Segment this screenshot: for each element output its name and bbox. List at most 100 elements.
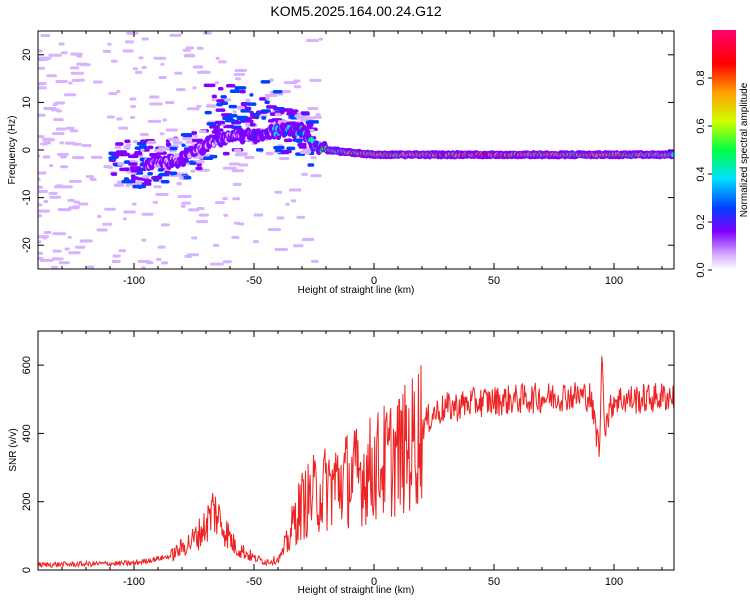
- spectrogram-cell: [110, 172, 118, 176]
- spectrogram-cell: [77, 78, 85, 82]
- spectrogram-cell: [38, 57, 49, 61]
- spectrogram-cell: [121, 179, 134, 184]
- spectrogram-cell: [38, 154, 41, 158]
- spectrogram-cell: [280, 149, 292, 154]
- spectrogram-cell: [195, 166, 203, 171]
- spectrogram-cell: [160, 223, 170, 227]
- y-tick-label: 0: [21, 147, 33, 153]
- spectrogram-cell: [147, 145, 154, 150]
- spectrogram-cell: [233, 148, 242, 153]
- spectrogram-cell: [132, 67, 139, 71]
- spectrogram-cell: [283, 130, 288, 137]
- colorbar-tick-label: 0.2: [695, 214, 707, 229]
- spectrogram-cell: [216, 99, 225, 103]
- spectrogram-cell: [222, 166, 237, 170]
- spectrogram-x-label: Height of straight line (km): [298, 285, 415, 296]
- spectrogram-cell: [38, 86, 47, 90]
- spectrogram-cell: [227, 113, 238, 118]
- y-tick-label: -20: [21, 237, 33, 253]
- spectrogram-cell: [253, 213, 264, 217]
- spectrogram-cell: [38, 251, 44, 255]
- y-tick-label: 400: [21, 424, 33, 442]
- x-tick-label: 50: [488, 275, 500, 287]
- spectrogram-cell: [141, 37, 149, 41]
- spectrogram-cell: [162, 118, 168, 122]
- spectrogram-cell: [142, 174, 150, 179]
- spectrogram-cell: [38, 171, 47, 175]
- spectrogram-cell: [118, 152, 130, 157]
- colorbar-tick-label: 0.0: [695, 262, 707, 277]
- x-tick-label: -50: [246, 275, 262, 287]
- spectrogram-cell: [129, 97, 137, 101]
- y-tick-label: 200: [21, 493, 33, 511]
- spectrogram-cell: [283, 138, 293, 143]
- spectrogram-cell: [239, 89, 246, 94]
- spectrogram-cell: [185, 140, 194, 144]
- spectrogram-cell: [251, 115, 258, 119]
- spectrogram-cell: [149, 152, 161, 157]
- spectrogram-cell: [312, 115, 322, 119]
- spectrogram-cell: [133, 139, 138, 144]
- spectrogram-cell: [104, 207, 116, 211]
- spectrogram-cell: [185, 46, 195, 50]
- spectrogram-cell: [228, 104, 238, 109]
- spectrogram-cell: [285, 202, 290, 206]
- spectrogram-cell: [122, 217, 127, 221]
- spectrogram-cell: [113, 183, 125, 188]
- spectrogram-cell: [158, 76, 167, 80]
- spectrogram-cell: [130, 174, 136, 178]
- spectrogram-cell: [72, 142, 82, 146]
- spectrogram-cell: [64, 247, 70, 251]
- spectrogram-cell: [152, 200, 159, 204]
- spectrogram-cell: [76, 54, 83, 58]
- spectrogram-cell: [74, 245, 86, 249]
- x-tick-label: -100: [123, 275, 145, 287]
- spectrogram-cell: [191, 236, 198, 240]
- spectrogram-cell: [235, 77, 241, 81]
- spectrogram-cell: [234, 86, 247, 90]
- spectrogram-cell: [108, 165, 113, 169]
- spectrogram-cell: [134, 152, 143, 156]
- spectrogram-cell: [86, 265, 95, 269]
- spectrogram-cell: [69, 179, 82, 183]
- colorbar: 0.0 0.2 0.4 0.6 0.8 Normalized spectral ampl…: [695, 30, 750, 278]
- spectrogram-cell: [49, 195, 62, 199]
- colorbar-label: Normalized spectral amplitude: [739, 82, 750, 217]
- spectrogram-cell: [153, 56, 167, 60]
- spectrogram-cell: [155, 257, 162, 261]
- spectrogram-cell: [147, 171, 153, 176]
- spectrogram-cell: [160, 62, 165, 66]
- spectrogram-cell: [204, 110, 212, 115]
- spectrogram-cell: [203, 83, 216, 88]
- spectrogram-cell: [211, 94, 217, 99]
- spectrogram-cell: [43, 231, 52, 235]
- snr-y-label: SNR (v/v): [8, 428, 19, 471]
- spectrogram-cell: [140, 139, 148, 144]
- spectrogram-cell: [122, 49, 134, 53]
- x-tick-label: 50: [488, 576, 500, 588]
- spectrogram-cell: [265, 151, 274, 156]
- spectrogram-cell: [277, 120, 288, 124]
- snr-x-label: Height of straight line (km): [298, 585, 415, 596]
- spectrogram-cell: [307, 107, 319, 111]
- spectrogram-cell: [138, 145, 148, 149]
- spectrogram-cell: [215, 56, 220, 60]
- spectrogram-cell: [222, 260, 232, 264]
- spectrogram-cell: [170, 172, 175, 176]
- snr-panel: -100 -50 0 50 100 0 200 400 600 Height of straig…: [8, 330, 675, 596]
- spectrogram-cell: [216, 102, 223, 107]
- spectrogram-cell: [53, 185, 68, 189]
- spectrogram-cell: [164, 170, 172, 175]
- x-tick-label: 100: [605, 275, 623, 287]
- spectrogram-cell: [186, 107, 200, 111]
- spectrogram-cell: [59, 155, 67, 159]
- spectrogram-cell: [226, 84, 236, 88]
- spectrogram-cell: [38, 185, 44, 189]
- spectrogram-cell: [238, 163, 249, 167]
- spectrogram-cell: [55, 109, 62, 113]
- spectrogram-cell: [174, 71, 183, 75]
- spectrogram-cell: [283, 108, 294, 112]
- spectrogram-cell: [59, 141, 64, 145]
- spectrogram-cell: [80, 239, 93, 243]
- spectrogram-cell: [301, 238, 314, 242]
